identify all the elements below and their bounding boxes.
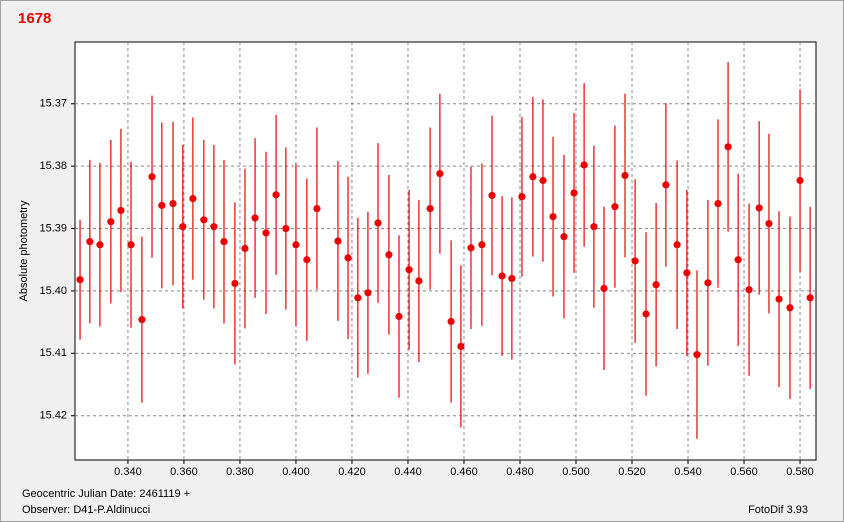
data-point — [282, 224, 290, 233]
data-point — [313, 204, 321, 213]
data-point — [117, 206, 125, 215]
data-point — [231, 279, 239, 288]
x-tick-label: 0.380 — [226, 466, 254, 478]
data-point — [158, 201, 166, 210]
x-tick-label: 0.420 — [338, 466, 366, 478]
x-tick-label: 0.480 — [506, 466, 534, 478]
data-point — [775, 295, 783, 303]
data-point — [395, 312, 403, 321]
data-point — [765, 219, 773, 228]
data-point — [426, 204, 434, 213]
data-point — [498, 272, 506, 280]
y-tick-label: 15.38 — [39, 160, 67, 172]
data-point — [488, 191, 496, 200]
data-point — [683, 269, 691, 277]
data-point — [631, 257, 639, 265]
data-point — [405, 266, 413, 274]
data-point — [786, 304, 794, 312]
plot-area — [74, 41, 817, 461]
x-tick-label: 0.520 — [618, 466, 646, 478]
data-point — [415, 277, 423, 285]
data-point — [529, 173, 537, 181]
x-tick-label: 0.460 — [450, 466, 478, 478]
x-tick-label: 0.540 — [674, 466, 702, 478]
data-point — [570, 189, 578, 197]
data-point — [755, 204, 763, 212]
data-point — [508, 274, 516, 283]
data-point — [169, 199, 177, 208]
data-point — [200, 216, 208, 224]
data-point — [127, 241, 135, 249]
data-point — [96, 241, 104, 249]
data-point — [673, 241, 681, 249]
data-point — [447, 317, 455, 326]
x-tick-label: 0.400 — [282, 466, 310, 478]
data-point — [549, 213, 557, 221]
data-point — [580, 161, 588, 169]
data-point — [662, 181, 670, 189]
data-point — [560, 233, 568, 241]
data-point — [364, 289, 372, 297]
data-point — [148, 173, 156, 181]
data-point — [621, 171, 629, 180]
data-point — [457, 342, 465, 351]
x-tick-label: 0.360 — [170, 466, 198, 478]
x-tick-label: 0.500 — [562, 466, 590, 478]
y-tick-label: 15.37 — [39, 98, 67, 110]
y-axis-label: Absolute photometry — [18, 200, 30, 301]
data-point — [272, 191, 280, 199]
data-point — [262, 229, 270, 237]
data-point — [86, 238, 94, 246]
y-tick-label: 15.41 — [39, 347, 67, 359]
data-point — [303, 256, 311, 264]
x-tick-label: 0.340 — [114, 466, 142, 478]
chart-title: 1678 — [18, 10, 51, 27]
data-point — [241, 244, 249, 253]
data-point — [76, 276, 84, 284]
y-tick-label: 15.39 — [39, 222, 67, 234]
data-point — [436, 170, 444, 178]
data-point — [189, 194, 197, 203]
data-point — [806, 294, 814, 302]
data-point — [734, 256, 742, 264]
data-point — [385, 251, 393, 259]
data-point — [354, 294, 362, 302]
data-point — [652, 281, 660, 289]
data-point — [611, 203, 619, 211]
data-point — [251, 214, 259, 222]
data-point — [467, 244, 475, 252]
data-point — [704, 279, 712, 287]
data-point — [600, 284, 608, 293]
data-point — [179, 223, 187, 231]
data-point — [693, 350, 701, 359]
y-tick-label: 15.40 — [39, 285, 67, 297]
data-point — [292, 241, 300, 249]
data-point — [138, 316, 146, 324]
data-point — [344, 254, 352, 262]
data-point — [107, 218, 115, 226]
data-point — [478, 241, 486, 249]
x-tick-label: 0.440 — [394, 466, 422, 478]
data-point — [796, 176, 804, 185]
data-point — [745, 286, 753, 294]
x-axis-label: Geocentric Julian Date: 2461119 + — [22, 488, 190, 500]
y-tick-label: 15.42 — [39, 410, 67, 422]
data-point — [714, 199, 722, 208]
data-point — [642, 310, 650, 318]
data-point — [220, 238, 228, 246]
data-point — [374, 219, 382, 227]
data-point — [724, 143, 732, 151]
data-point — [590, 223, 598, 231]
data-point — [539, 176, 547, 185]
x-tick-label: 0.560 — [730, 466, 758, 478]
data-point — [334, 237, 342, 245]
data-point — [518, 193, 526, 201]
observer: Observer: D41-P.Aldinucci — [22, 504, 150, 516]
x-tick-label: 0.580 — [786, 466, 814, 478]
software: FotoDif 3.93 — [748, 504, 808, 516]
data-point — [210, 223, 218, 231]
